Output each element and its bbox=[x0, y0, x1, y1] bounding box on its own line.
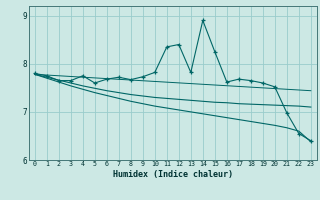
X-axis label: Humidex (Indice chaleur): Humidex (Indice chaleur) bbox=[113, 170, 233, 179]
